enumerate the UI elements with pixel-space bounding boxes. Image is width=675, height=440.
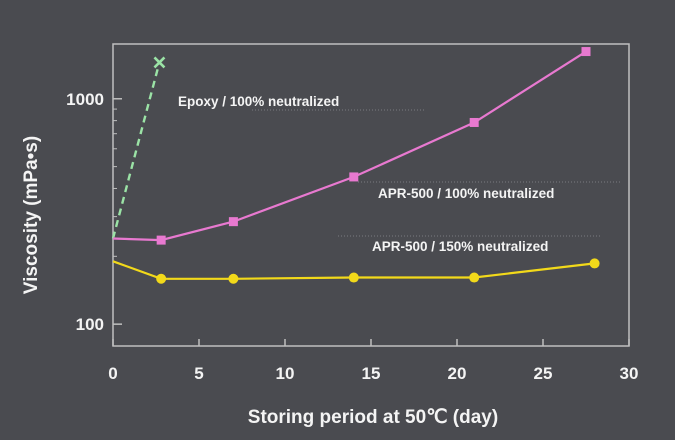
data-point: [156, 235, 166, 245]
x-tick-label: 15: [362, 364, 381, 383]
series-epoxy-100-neutralized: [111, 56, 166, 239]
series-layer: [111, 47, 600, 284]
y-tick-label: 100: [76, 315, 104, 334]
x-tick-label: 0: [108, 364, 117, 383]
x-tick-label: 25: [534, 364, 553, 383]
data-point: [153, 56, 166, 69]
x-tick-label: 5: [194, 364, 203, 383]
series-label-epoxy-100-neutralized: Epoxy / 100% neutralized: [178, 94, 339, 109]
data-point: [228, 273, 239, 284]
series-labels: Epoxy / 100% neutralized APR-500 / 100% n…: [178, 94, 620, 254]
x-axis-title: Storing period at 50℃ (day): [248, 407, 498, 428]
data-point: [228, 217, 238, 227]
data-point: [348, 272, 359, 283]
series-line: [112, 260, 595, 280]
x-tick-label: 30: [620, 364, 639, 383]
data-point: [469, 272, 480, 283]
y-axis-title: Viscosity (mPa•s): [21, 136, 42, 294]
series-label-apr-500-100-neutralized: APR-500 / 100% neutralized: [378, 186, 554, 201]
data-point: [349, 172, 359, 182]
y-tick-label: 1000: [66, 90, 104, 109]
data-point: [581, 47, 591, 57]
x-tick-label: 20: [448, 364, 467, 383]
data-point: [589, 258, 600, 269]
series-line: [111, 62, 161, 239]
series-label-apr-500-150-neutralized: APR-500 / 150% neutralized: [372, 239, 548, 254]
x-tick-label: 10: [276, 364, 295, 383]
series-apr-500-150-neutralized: [112, 258, 600, 284]
axes: 0 5 10 15 20 25 30 100 1000: [66, 90, 638, 383]
series-apr-500-100-neutralized: [112, 47, 591, 245]
data-point: [156, 273, 167, 284]
data-point: [469, 117, 479, 127]
series-line: [112, 50, 587, 242]
